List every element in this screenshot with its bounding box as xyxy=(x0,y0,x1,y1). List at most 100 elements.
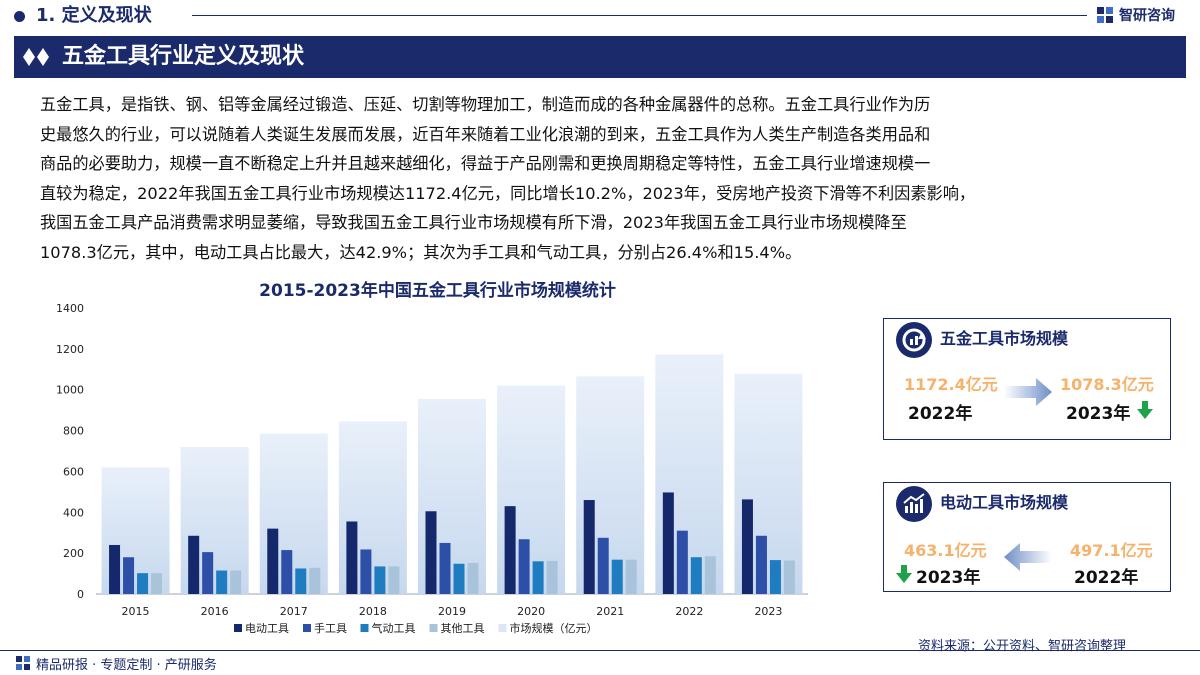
x-tick-label: 2020 xyxy=(517,605,545,618)
bar-pneumatic-tools xyxy=(453,563,465,594)
banner-title: 五金工具行业定义及现状 xyxy=(62,44,305,69)
diamonds-icon xyxy=(23,48,49,66)
legend-swatch xyxy=(498,624,507,632)
bar-power-tools xyxy=(504,506,516,594)
year-2022: 2022年 xyxy=(908,404,973,424)
bar-hand-tools xyxy=(360,549,372,594)
market-size-card: 五金工具市场规模 1172.4亿元 2022年 1078.3亿元 2023年 xyxy=(883,318,1171,440)
bar-pneumatic-tools xyxy=(532,561,544,594)
banner xyxy=(14,36,1186,78)
growth-chart-icon xyxy=(896,486,932,522)
section-title: 1. 定义及现状 xyxy=(36,5,152,26)
legend-swatch xyxy=(360,624,369,632)
x-tick-label: 2019 xyxy=(438,605,466,618)
arrow-down-icon xyxy=(896,565,912,583)
brand-logo-icon xyxy=(1097,7,1113,23)
bar-pneumatic-tools xyxy=(374,566,386,594)
bar-hand-tools xyxy=(202,552,214,594)
footer-logo-icon xyxy=(16,656,30,670)
bar-other-tools xyxy=(388,566,400,594)
y-tick-label: 1000 xyxy=(56,384,84,397)
bar-pneumatic-tools xyxy=(769,560,781,594)
intro-line: 商品的必要助力，规模一直不断稳定上升并且越来越细化，得益于产品刚需和更换周期稳定… xyxy=(40,154,931,173)
bar-pneumatic-tools xyxy=(216,570,228,594)
bar-power-tools xyxy=(425,511,437,594)
intro-line: 我国五金工具产品消费需求明显萎缩，导致我国五金工具行业市场规模有所下滑，2023… xyxy=(40,213,907,232)
legend-swatch xyxy=(234,624,242,632)
bar-other-tools xyxy=(230,570,242,594)
bar-hand-tools xyxy=(518,539,530,594)
year-2023: 2023年 xyxy=(916,568,981,588)
bar-pneumatic-tools xyxy=(295,568,307,594)
legend-label: 市场规模（亿元） xyxy=(510,621,598,635)
intro-line: 直较为稳定，2022年我国五金工具行业市场规模达1172.4亿元，同比增长10.… xyxy=(40,183,976,203)
bar-other-tools xyxy=(151,573,163,594)
market-size-card-title: 五金工具市场规模 xyxy=(940,329,1069,348)
y-tick-label: 1200 xyxy=(56,343,84,356)
year-2022: 2022年 xyxy=(1074,568,1139,588)
value-2023: 1078.3亿元 xyxy=(1060,375,1154,394)
bar-other-tools xyxy=(467,562,479,594)
bar-hand-tools xyxy=(676,530,688,594)
bar-other-tools xyxy=(625,559,637,594)
bar-power-tools xyxy=(109,544,121,594)
bar-chart: 0 200 400 600 800 1000 1200 1400 2015 2016 2017 201… xyxy=(56,302,808,635)
chart-title: 2015-2023年中国五金工具行业市场规模统计 xyxy=(259,281,616,301)
arrow-down-icon xyxy=(1137,401,1153,419)
bar-power-tools xyxy=(346,521,358,594)
legend-swatch xyxy=(429,624,438,632)
y-tick-label: 600 xyxy=(63,465,84,478)
power-tools-card-title: 电动工具市场规模 xyxy=(940,493,1069,512)
x-tick-label: 2018 xyxy=(359,605,387,618)
bar-hand-tools xyxy=(597,537,609,594)
footer-tagline: 精品研报 · 专题定制 · 产研服务 xyxy=(36,658,217,673)
y-tick-label: 400 xyxy=(63,506,84,519)
brand-logo: 智研咨询 xyxy=(1096,3,1175,27)
intro-line: 五金工具，是指铁、钢、铝等金属经过锻造、压延、切割等物理加工，制造而成的各种金属… xyxy=(40,95,931,114)
bar-other-tools xyxy=(546,560,558,594)
bar-other-tools xyxy=(704,556,716,594)
footer-divider xyxy=(0,650,1200,651)
y-tick-label: 200 xyxy=(63,547,84,560)
intro-paragraph: 五金工具，是指铁、钢、铝等金属经过锻造、压延、切割等物理加工，制造而成的各种金属… xyxy=(40,90,1165,267)
value-2022: 1172.4亿元 xyxy=(904,375,998,394)
bar-hand-tools xyxy=(439,542,451,594)
x-tick-label: 2016 xyxy=(201,605,229,618)
legend-swatch xyxy=(303,624,311,632)
x-tick-label: 2015 xyxy=(122,605,150,618)
x-tick-label: 2022 xyxy=(675,605,703,618)
value-2022: 497.1亿元 xyxy=(1070,541,1153,560)
year-2023: 2023年 xyxy=(1066,404,1131,424)
bar-pneumatic-tools xyxy=(690,557,702,594)
source-note: 资料来源：公开资料、智研咨询整理 xyxy=(918,639,1127,654)
bar-power-tools xyxy=(741,499,753,594)
bar-other-tools xyxy=(783,560,795,594)
bar-pneumatic-tools xyxy=(137,573,149,594)
bar-pneumatic-tools xyxy=(611,559,623,594)
y-tick-label: 0 xyxy=(77,588,84,601)
x-tick-label: 2017 xyxy=(280,605,308,618)
legend-label: 气动工具 xyxy=(372,621,416,635)
bar-hand-tools xyxy=(123,557,135,594)
header-divider xyxy=(192,15,1087,16)
bar-power-tools xyxy=(662,492,674,594)
legend-label: 其他工具 xyxy=(441,622,485,635)
section-bullet xyxy=(14,11,25,22)
intro-line: 史最悠久的行业，可以说随着人类诞生发展而发展，近百年来随着工业化浪潮的到来，五金… xyxy=(40,124,931,144)
bar-hand-tools xyxy=(281,550,293,594)
y-tick-label: 800 xyxy=(63,425,84,438)
bar-power-tools xyxy=(583,500,595,594)
brand-logo-text: 智研咨询 xyxy=(1119,8,1175,24)
bar-power-tools xyxy=(267,528,279,594)
bar-hand-tools xyxy=(755,535,767,594)
power-tools-card: 电动工具市场规模 463.1亿元 2023年 497.1亿元 2022年 xyxy=(883,482,1171,592)
legend-label: 电动工具 xyxy=(245,622,289,635)
bar-other-tools xyxy=(309,567,321,594)
value-2023: 463.1亿元 xyxy=(904,541,987,560)
y-tick-label: 1400 xyxy=(56,302,84,315)
arrow-left-icon xyxy=(1004,543,1052,571)
legend-label: 手工具 xyxy=(314,621,347,635)
x-tick-label: 2023 xyxy=(754,605,782,618)
intro-line: 1078.3亿元，其中，电动工具占比最大，达42.9%；其次为手工具和气动工具，… xyxy=(40,242,802,262)
refresh-chart-icon xyxy=(896,322,932,358)
